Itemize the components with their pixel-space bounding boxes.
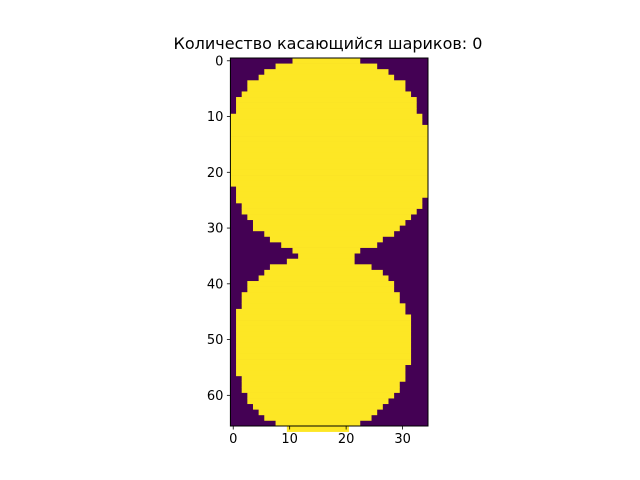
heatmap-row-13 xyxy=(230,130,428,137)
heatmap-row-40 xyxy=(247,281,395,287)
heatmap-row-3 xyxy=(258,74,395,81)
heatmap-row-33 xyxy=(281,242,378,248)
heatmap-row-9 xyxy=(236,108,417,115)
heatmap-row-50 xyxy=(236,336,412,343)
heatmap-row-41 xyxy=(247,286,395,293)
y-tick-label: 30 xyxy=(207,222,224,237)
heatmap-row-59 xyxy=(241,386,400,393)
y-tick-label: 50 xyxy=(207,333,224,348)
y-tick-label: 10 xyxy=(207,110,224,125)
heatmap-row-34 xyxy=(292,247,361,254)
heatmap-row-45 xyxy=(236,308,406,315)
x-axis: 0 10 20 30 xyxy=(229,426,411,447)
heatmap-row-22 xyxy=(230,180,428,187)
heatmap-row-24 xyxy=(236,191,428,198)
heatmap-row-49 xyxy=(236,331,412,338)
heatmap-row-57 xyxy=(241,375,406,382)
heatmap-row-56 xyxy=(236,370,406,377)
heatmap-row-32 xyxy=(269,236,383,243)
heatmap-image xyxy=(230,58,428,432)
heatmap-row-18 xyxy=(230,158,428,165)
heatmap-row-19 xyxy=(230,163,428,170)
x-tick-label: 10 xyxy=(281,432,298,447)
x-tick-label: 30 xyxy=(394,432,411,447)
axes-frame xyxy=(229,57,429,427)
heatmap-row-27 xyxy=(241,208,417,215)
heatmap-row-29 xyxy=(252,219,406,226)
heatmap-row-37 xyxy=(269,264,372,271)
heatmap-row-53 xyxy=(236,353,412,360)
heatmap-row-25 xyxy=(236,197,423,204)
heatmap-row-0 xyxy=(292,58,361,64)
x-tick-label: 0 xyxy=(229,432,237,447)
heatmap-row-10 xyxy=(230,113,423,120)
heatmap-row-1 xyxy=(275,63,378,70)
heatmap-row-62 xyxy=(252,403,383,410)
heatmap-row-8 xyxy=(236,102,417,109)
y-tick-label: 20 xyxy=(207,166,224,181)
heatmap-row-39 xyxy=(258,275,389,282)
heatmap-row-12 xyxy=(230,124,428,131)
heatmap-row-58 xyxy=(241,381,400,388)
x-tick-label: 20 xyxy=(338,432,355,447)
heatmap-row-28 xyxy=(247,214,412,221)
chart-title: Количество касающийся шариков: 0 xyxy=(174,34,483,53)
heatmap-row-15 xyxy=(230,141,428,148)
heatmap-row-52 xyxy=(236,347,412,354)
heatmap-row-6 xyxy=(241,91,412,98)
heatmap-row-51 xyxy=(236,342,412,349)
heatmap-row-65 xyxy=(275,420,361,427)
heatmap-row-11 xyxy=(230,119,423,126)
y-axis: 0 10 20 30 40 50 60 xyxy=(207,54,231,404)
heatmap-row-48 xyxy=(236,325,412,332)
heatmap-row-23 xyxy=(236,186,428,193)
heatmap-row-55 xyxy=(236,364,406,371)
heatmap-row-30 xyxy=(252,225,400,232)
heatmap-row-42 xyxy=(241,292,400,299)
heatmap-row-60 xyxy=(247,392,395,399)
y-tick-label: 40 xyxy=(207,277,224,292)
heatmap-row-7 xyxy=(236,97,417,103)
heatmap-row-31 xyxy=(264,230,395,237)
heatmap-row-38 xyxy=(264,269,383,276)
heatmap-row-46 xyxy=(236,314,412,321)
heatmap-row-26 xyxy=(241,202,423,209)
heatmap-row-20 xyxy=(230,169,428,176)
heatmap-row-14 xyxy=(230,136,428,142)
heatmap-row-66 xyxy=(286,426,349,432)
heatmap-row-16 xyxy=(230,147,428,154)
heatmap-row-17 xyxy=(230,152,428,159)
heatmap-row-44 xyxy=(241,303,406,310)
heatmap-row-64 xyxy=(264,414,372,421)
heatmap-row-2 xyxy=(264,69,389,76)
y-tick-label: 60 xyxy=(207,389,224,404)
heatmap-row-4 xyxy=(247,80,406,87)
heatmap-row-63 xyxy=(258,409,378,416)
heatmap-row-35 xyxy=(298,253,355,260)
heatmap-row-43 xyxy=(241,297,400,304)
heatmap-row-21 xyxy=(230,175,428,182)
heatmap-row-61 xyxy=(247,398,389,405)
y-tick-label: 0 xyxy=(215,54,223,69)
heatmap-row-5 xyxy=(247,85,406,92)
heatmap-row-36 xyxy=(286,258,355,265)
heatmap-row-47 xyxy=(236,320,412,326)
heatmap-row-54 xyxy=(236,359,412,366)
